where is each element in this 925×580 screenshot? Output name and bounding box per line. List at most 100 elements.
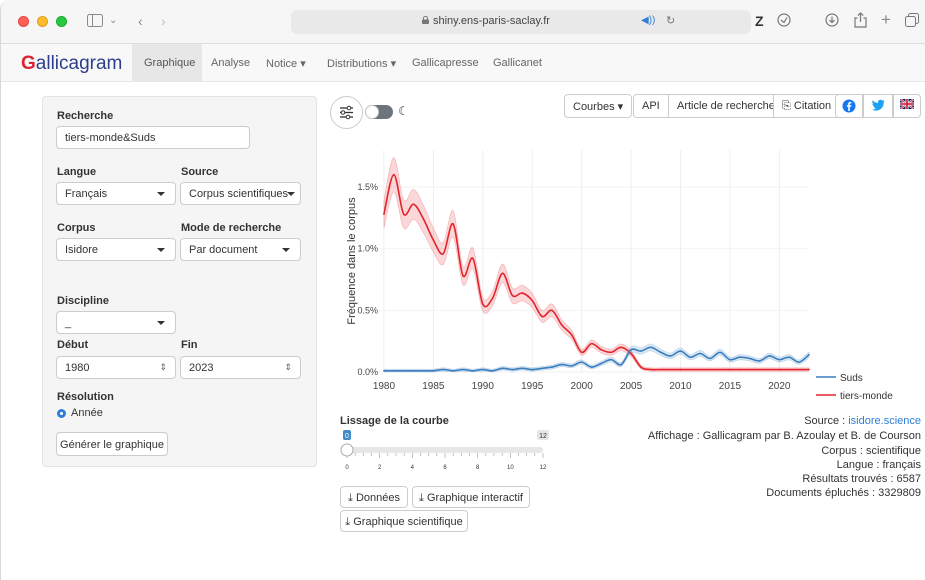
data-point-tiers-monde	[452, 223, 454, 225]
x-tick-label: 2010	[669, 381, 692, 392]
annee-radio-label: Année	[71, 407, 103, 419]
share-icon[interactable]	[854, 12, 867, 30]
chevron-down-icon	[157, 321, 165, 325]
stepper-icon[interactable]: ⇕	[159, 362, 167, 372]
slider-tick-label: 0	[345, 465, 349, 471]
new-tab-icon[interactable]: +	[881, 10, 891, 29]
download-interactive-button[interactable]: ⤓ Graphique interactif	[412, 486, 530, 508]
data-point-Suds	[659, 351, 662, 354]
data-point-Suds	[748, 357, 751, 360]
slider-handle[interactable]	[340, 443, 354, 457]
search-label: Recherche	[57, 110, 114, 122]
mode-label: Mode de recherche	[181, 222, 282, 234]
data-point-tiers-monde	[580, 351, 583, 354]
shield-extension-icon[interactable]	[777, 13, 791, 29]
affichage-info: Affichage : Gallicagram par B. Azoulay e…	[647, 430, 921, 442]
x-tick-label: 1985	[422, 381, 445, 392]
data-point-Suds	[491, 369, 494, 372]
data-point-Suds	[580, 361, 583, 363]
settings-button[interactable]	[330, 96, 363, 129]
generate-graph-button[interactable]: Générer le graphique	[56, 432, 168, 456]
annee-radio[interactable]	[57, 409, 66, 418]
chevron-down-icon[interactable]: ⌄	[109, 15, 118, 26]
data-point-Suds	[570, 365, 573, 367]
api-button[interactable]: API	[633, 94, 669, 118]
source-select[interactable]: Corpus scientifiques	[180, 182, 301, 205]
tab-analyse[interactable]: Analyse	[211, 57, 251, 69]
data-point-tiers-monde	[748, 368, 751, 371]
forward-icon[interactable]: ›	[161, 13, 166, 29]
data-point-tiers-monde	[501, 272, 504, 275]
speaker-icon[interactable]: ◀))	[641, 15, 656, 26]
data-point-Suds	[640, 350, 642, 352]
download-scientific-button[interactable]: ⤓ Graphique scientifique	[340, 510, 468, 532]
y-tick-label: 1.0%	[357, 244, 378, 254]
citation-button[interactable]: ⎘ Citation	[773, 94, 841, 118]
data-point-tiers-monde	[659, 368, 662, 371]
chevron-down-icon	[157, 192, 165, 196]
data-point-tiers-monde	[570, 334, 573, 336]
search-input[interactable]: tiers-monde&Suds	[56, 126, 250, 149]
data-point-Suds	[620, 363, 622, 366]
data-point-tiers-monde	[551, 309, 553, 312]
sidebar-toggle-icon[interactable]	[87, 14, 103, 29]
x-tick-label: 2000	[571, 381, 594, 392]
slider-tick-label: 10	[507, 465, 514, 471]
frequency-chart[interactable]: 1980 1985 1990 1995 2000 2005 2010 2015 2020 0.0%…	[331, 140, 925, 410]
data-point-Suds	[511, 368, 514, 371]
source-link[interactable]: isidore.science	[848, 415, 921, 427]
langue-select[interactable]: Français	[56, 182, 176, 205]
slider-tick-label: 12	[540, 465, 547, 471]
data-point-tiers-monde	[541, 315, 543, 318]
minimize-window-button[interactable]	[37, 16, 48, 27]
data-point-tiers-monde	[620, 346, 622, 349]
data-point-Suds	[521, 367, 524, 370]
language-button[interactable]	[893, 94, 921, 118]
stepper-icon[interactable]: ⇕	[284, 362, 292, 372]
fin-label: Fin	[181, 339, 198, 351]
discipline-select[interactable]: _	[56, 311, 176, 334]
data-point-Suds	[531, 368, 534, 371]
y-tick-label: 1.5%	[357, 182, 378, 192]
courbes-dropdown[interactable]: Courbes ▾	[564, 94, 633, 118]
gallicagram-logo[interactable]: Gallicagram	[21, 53, 123, 74]
twitter-icon	[872, 99, 885, 111]
download-data-button[interactable]: ⤓ Données	[340, 486, 408, 508]
data-point-tiers-monde	[808, 368, 810, 371]
confidence-band-tiers-monde	[383, 157, 810, 372]
tab-distributions[interactable]: Distributions ▾	[327, 58, 397, 70]
y-axis-label: Fréquence dans le corpus	[346, 197, 358, 325]
data-point-tiers-monde	[778, 368, 781, 371]
download-icon: ⤓	[345, 516, 351, 528]
data-point-Suds	[778, 358, 781, 361]
tab-gallicanet[interactable]: Gallicanet	[493, 57, 542, 69]
debut-label: Début	[57, 339, 89, 351]
facebook-button[interactable]	[835, 94, 863, 118]
back-icon[interactable]: ‹	[138, 13, 143, 29]
data-point-Suds	[630, 349, 632, 351]
tab-notice[interactable]: Notice ▾	[266, 58, 306, 70]
download-icon[interactable]	[825, 13, 839, 29]
tab-gallicapresse[interactable]: Gallicapresse	[412, 57, 479, 69]
data-point-tiers-monde	[788, 368, 791, 371]
debut-input[interactable]: 1980 ⇕	[56, 356, 176, 379]
tab-graphique[interactable]: Graphique	[144, 57, 196, 69]
smoothing-slider[interactable]: 0 2 4 6 8 10 12 0 12	[336, 430, 561, 472]
zotero-extension-icon[interactable]: Z	[755, 13, 764, 29]
fin-input[interactable]: 2023 ⇕	[180, 356, 301, 379]
dark-mode-toggle[interactable]	[365, 105, 393, 119]
data-point-Suds	[551, 366, 553, 368]
tab-overview-icon[interactable]	[905, 13, 919, 29]
twitter-button[interactable]	[863, 94, 893, 118]
address-bar[interactable]: shiny.ens-paris-saclay.fr ◀)) ↻	[291, 10, 751, 34]
mode-select[interactable]: Par document	[180, 238, 301, 261]
zoom-window-button[interactable]	[56, 16, 67, 27]
y-tick-label: 0.0%	[357, 367, 378, 377]
close-window-button[interactable]	[18, 16, 29, 27]
reload-icon[interactable]: ↻	[666, 15, 676, 27]
article-button[interactable]: Article de recherche	[668, 94, 784, 118]
series-line-tiers-monde	[383, 173, 809, 371]
corpus-select[interactable]: Isidore	[56, 238, 176, 261]
data-point-tiers-monde	[650, 368, 652, 371]
data-point-tiers-monde	[739, 368, 741, 371]
